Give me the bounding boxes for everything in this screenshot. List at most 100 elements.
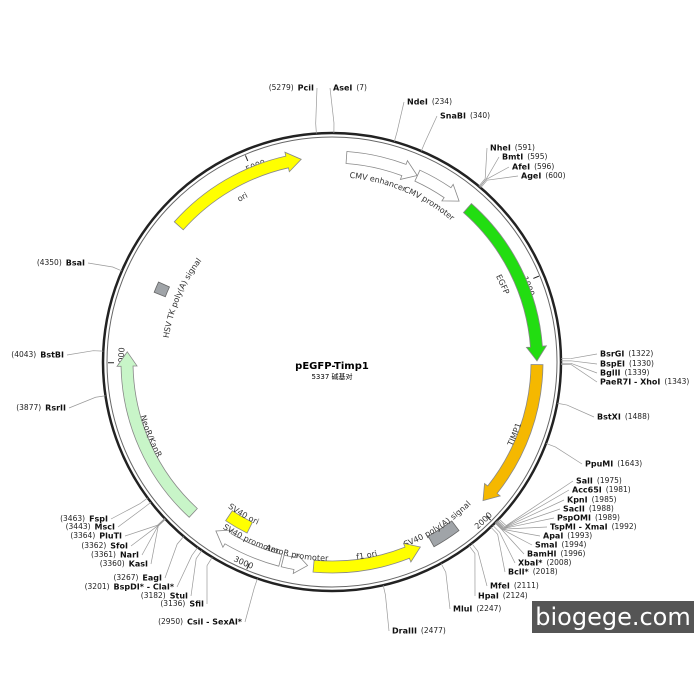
feature-label-path: HSV TK poly(A) signal xyxy=(161,256,203,338)
site-line xyxy=(124,518,165,537)
watermark: biogege.com xyxy=(535,603,690,631)
feature xyxy=(414,169,460,202)
site-position: (3360) xyxy=(100,559,125,568)
site-name: MscI xyxy=(95,523,115,532)
tick-mark xyxy=(533,275,540,279)
site-line xyxy=(560,364,598,383)
site-name: SacII xyxy=(563,505,585,514)
tick-mark xyxy=(486,515,492,521)
site-position: (1993) xyxy=(567,531,592,540)
site-line xyxy=(479,166,510,188)
site-position: (3362) xyxy=(81,541,106,550)
backbone-inner xyxy=(106,136,558,588)
site-name: MluI xyxy=(453,605,472,614)
site-position: (4043) xyxy=(11,350,36,359)
site-line xyxy=(497,489,570,528)
site-position: (1488) xyxy=(625,412,650,421)
site-name: BstBI xyxy=(40,351,64,360)
site-name: AgeI xyxy=(521,172,541,181)
tick-label-path: 4000 xyxy=(116,347,126,368)
site-position: (4350) xyxy=(37,258,62,267)
site-name: NarI xyxy=(120,551,139,560)
site-line xyxy=(420,115,438,152)
site-position: (600) xyxy=(545,171,565,180)
site-name: PluTI xyxy=(99,532,122,541)
site-line xyxy=(87,262,123,272)
feature-label-path: ori xyxy=(236,190,249,203)
site-line xyxy=(560,353,598,360)
site-line xyxy=(315,87,318,134)
site-line xyxy=(490,526,506,573)
site-position: (2950) xyxy=(158,617,183,626)
site-name: BsaI xyxy=(66,259,85,268)
site-position: (1330) xyxy=(629,359,654,368)
site-position: (2124) xyxy=(503,591,528,600)
site-name: Acc65I xyxy=(572,486,602,495)
site-line xyxy=(560,360,598,365)
site-position: (1988) xyxy=(589,504,614,513)
plasmid-title: pEGFP-Timp1 xyxy=(295,361,369,372)
site-line xyxy=(393,101,405,142)
site-name: StuI xyxy=(170,592,188,601)
site-position: (3201) xyxy=(85,582,110,591)
site-name: BmtI xyxy=(502,153,523,162)
site-name: BglII xyxy=(600,369,621,378)
feature-label: ori xyxy=(236,190,249,203)
site-name: PaeR7I - XhoI xyxy=(600,378,660,387)
feature-label-path: f1 ori xyxy=(356,548,378,561)
site-position: (1339) xyxy=(625,368,650,377)
site-line xyxy=(244,578,258,623)
site-position: (1643) xyxy=(617,459,642,468)
feature xyxy=(280,552,309,575)
site-line xyxy=(68,395,106,409)
site-position: (5279) xyxy=(269,83,294,92)
site-position: (3443) xyxy=(66,522,91,531)
site-line xyxy=(66,350,104,356)
site-position: (3136) xyxy=(160,599,185,608)
site-name: KpnI xyxy=(567,496,588,505)
site-position: (2008) xyxy=(546,558,571,567)
site-line xyxy=(557,402,595,418)
feature xyxy=(427,520,460,548)
site-name: AfeI xyxy=(512,163,530,172)
site-position: (596) xyxy=(534,162,554,171)
site-position: (3364) xyxy=(70,531,95,540)
site-position: (234) xyxy=(432,97,452,106)
site-position: (340) xyxy=(470,111,490,120)
site-position: (3463) xyxy=(60,514,85,523)
site-line xyxy=(495,522,533,546)
site-line xyxy=(471,543,488,587)
site-name: BamHI xyxy=(527,550,557,559)
site-name: AseI xyxy=(333,84,352,93)
site-name: SfoI xyxy=(110,542,128,551)
site-line xyxy=(176,547,198,588)
watermark-box xyxy=(532,601,694,633)
site-name: EagI xyxy=(142,574,162,583)
site-name: TspMI - XmaI xyxy=(550,523,608,532)
site-line xyxy=(117,501,152,528)
site-line xyxy=(164,536,184,579)
site-line xyxy=(479,156,500,188)
site-line xyxy=(478,147,488,187)
site-name: CsiI - SexAI* xyxy=(187,618,243,627)
site-position: (1994) xyxy=(561,540,586,549)
site-name: DraIII xyxy=(392,627,417,636)
feature-label: f1 ori xyxy=(356,548,378,561)
site-line xyxy=(498,480,574,527)
plasmid-size: 5337 碱基对 xyxy=(311,372,352,381)
site-line xyxy=(190,550,203,597)
site-line xyxy=(496,517,555,529)
site-position: (3877) xyxy=(16,403,41,412)
site-position: (1975) xyxy=(597,476,622,485)
site-name: BspEI xyxy=(600,360,625,369)
feature-label-path: EGFP xyxy=(495,273,512,296)
site-line xyxy=(130,518,166,547)
feature xyxy=(153,281,171,298)
site-name: NheI xyxy=(490,144,511,153)
site-line xyxy=(329,87,335,134)
feature xyxy=(173,151,302,231)
site-line xyxy=(480,175,519,189)
tick-label: 4000 xyxy=(116,347,126,368)
site-name: XbaI* xyxy=(518,559,543,568)
